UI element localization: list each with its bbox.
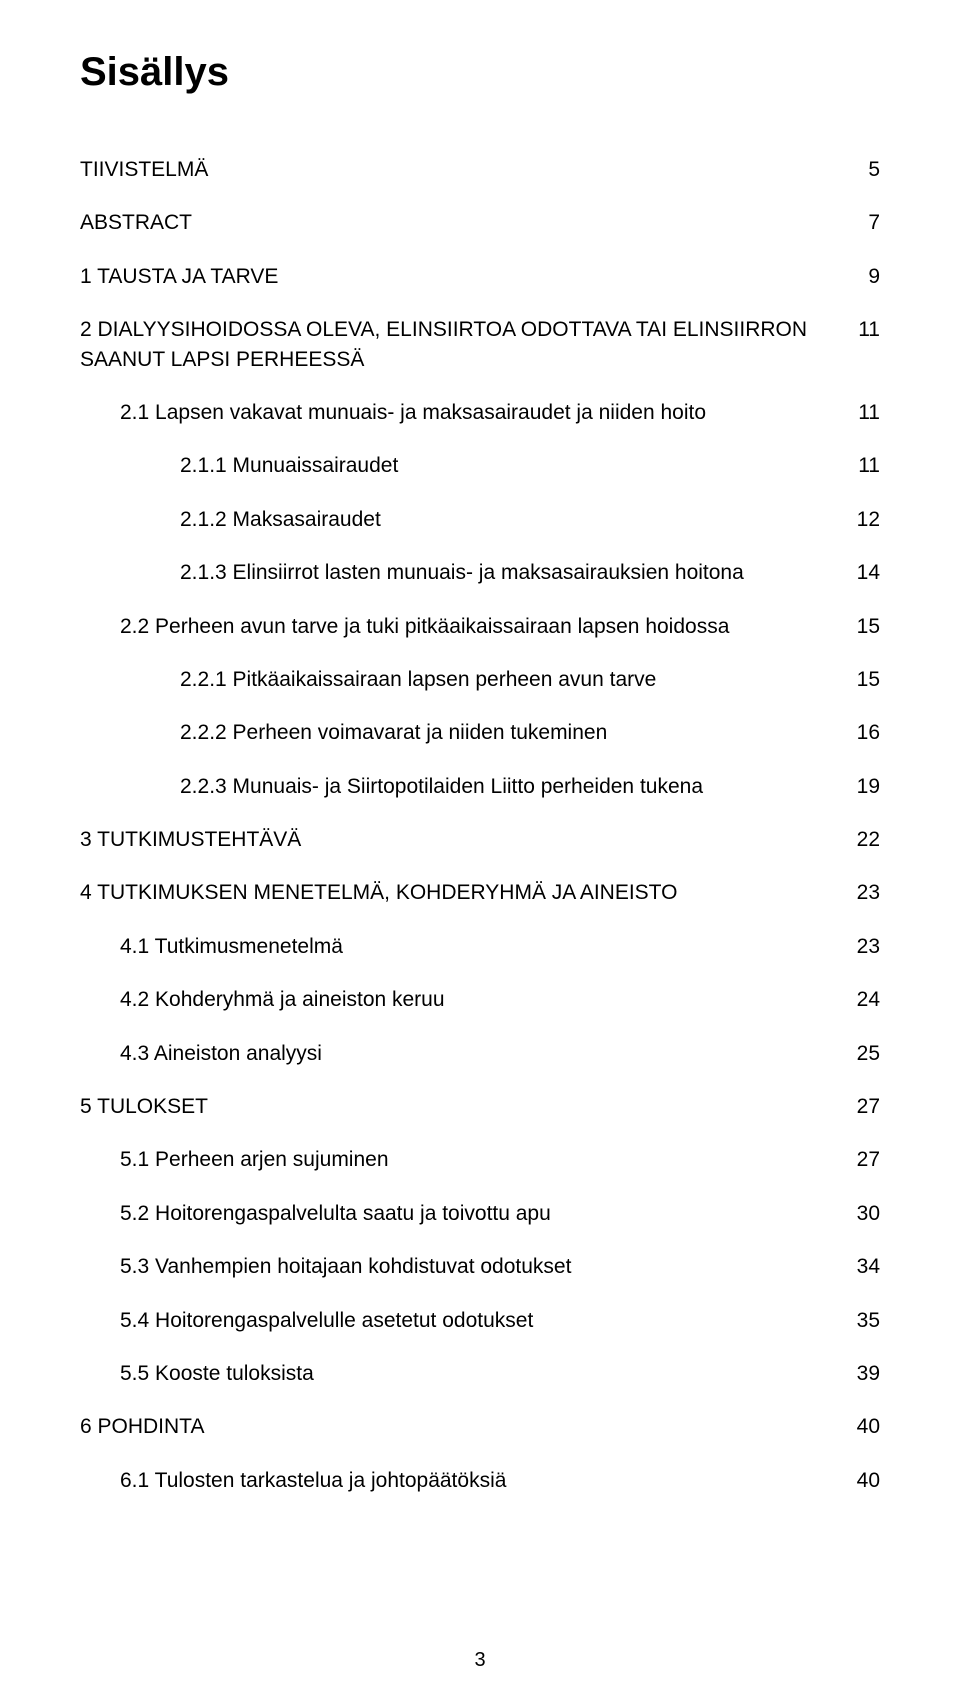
toc-entry-text: 4.1 Tutkimusmenetelmä bbox=[120, 932, 850, 961]
toc-entry-text: 2.1 Lapsen vakavat munuais- ja maksasair… bbox=[120, 398, 850, 427]
toc-entry-text: 5.3 Vanhempien hoitajaan kohdistuvat odo… bbox=[120, 1252, 850, 1281]
document-page: Sisällys TIIVISTELMÄ5ABSTRACT71 TAUSTA J… bbox=[0, 0, 960, 1702]
toc-entry-page: 15 bbox=[850, 612, 880, 641]
toc-entry-page: 23 bbox=[850, 878, 880, 907]
toc-entry-text: 2.1.1 Munuaissairaudet bbox=[180, 451, 850, 480]
toc-entry: 3 TUTKIMUSTEHTÄVÄ22 bbox=[80, 825, 880, 854]
toc-entry-page: 11 bbox=[850, 398, 880, 427]
toc-entry-page: 9 bbox=[850, 262, 880, 291]
toc-entry-text: 5.4 Hoitorengaspalvelulle asetetut odotu… bbox=[120, 1306, 850, 1335]
toc-entry: TIIVISTELMÄ5 bbox=[80, 155, 880, 184]
toc-entry-text: 6.1 Tulosten tarkastelua ja johtopäätöks… bbox=[120, 1466, 850, 1495]
toc-entry: 5 TULOKSET27 bbox=[80, 1092, 880, 1121]
toc-entry-page: 27 bbox=[850, 1092, 880, 1121]
toc-entry-page: 16 bbox=[850, 718, 880, 747]
toc-entry-page: 27 bbox=[850, 1145, 880, 1174]
toc-entry-page: 25 bbox=[850, 1039, 880, 1068]
toc-entry-text: TIIVISTELMÄ bbox=[80, 155, 850, 184]
toc-entry-page: 15 bbox=[850, 665, 880, 694]
toc-entry: 2.2 Perheen avun tarve ja tuki pitkäaika… bbox=[80, 612, 880, 641]
toc-entry-text: 2.1.2 Maksasairaudet bbox=[180, 505, 850, 534]
toc-entry-text: 2.2.3 Munuais- ja Siirtopotilaiden Liitt… bbox=[180, 772, 850, 801]
toc-entry-page: 11 bbox=[850, 451, 880, 480]
toc-entry-text: 3 TUTKIMUSTEHTÄVÄ bbox=[80, 825, 850, 854]
toc-entry: 2.2.1 Pitkäaikaissairaan lapsen perheen … bbox=[80, 665, 880, 694]
toc-title: Sisällys bbox=[80, 50, 880, 95]
toc-entry-text: 5.1 Perheen arjen sujuminen bbox=[120, 1145, 850, 1174]
toc-entry-page: 35 bbox=[850, 1306, 880, 1335]
toc-entry-page: 39 bbox=[850, 1359, 880, 1388]
toc-entry-page: 5 bbox=[850, 155, 880, 184]
toc-entry: 2.1 Lapsen vakavat munuais- ja maksasair… bbox=[80, 398, 880, 427]
toc-entry-page: 30 bbox=[850, 1199, 880, 1228]
toc-entry: 2 DIALYYSIHOIDOSSA OLEVA, ELINSIIRTOA OD… bbox=[80, 315, 880, 374]
toc-entry: 2.1.2 Maksasairaudet12 bbox=[80, 505, 880, 534]
toc-entry-text: 2.1.3 Elinsiirrot lasten munuais- ja mak… bbox=[180, 558, 850, 587]
toc-entry: 2.2.2 Perheen voimavarat ja niiden tukem… bbox=[80, 718, 880, 747]
toc-entry: 5.4 Hoitorengaspalvelulle asetetut odotu… bbox=[80, 1306, 880, 1335]
toc-entry: 4.1 Tutkimusmenetelmä23 bbox=[80, 932, 880, 961]
toc-entry-text: 5 TULOKSET bbox=[80, 1092, 850, 1121]
toc-entry-page: 34 bbox=[850, 1252, 880, 1281]
toc-entry-page: 7 bbox=[850, 208, 880, 237]
toc-entry: 5.1 Perheen arjen sujuminen27 bbox=[80, 1145, 880, 1174]
toc-entry-page: 40 bbox=[850, 1466, 880, 1495]
toc-list: TIIVISTELMÄ5ABSTRACT71 TAUSTA JA TARVE92… bbox=[80, 155, 880, 1495]
toc-entry-text: ABSTRACT bbox=[80, 208, 850, 237]
toc-entry-text: 2.2.2 Perheen voimavarat ja niiden tukem… bbox=[180, 718, 850, 747]
toc-entry: 4 TUTKIMUKSEN MENETELMÄ, KOHDERYHMÄ JA A… bbox=[80, 878, 880, 907]
toc-entry-page: 14 bbox=[850, 558, 880, 587]
toc-entry: ABSTRACT7 bbox=[80, 208, 880, 237]
toc-entry-page: 12 bbox=[850, 505, 880, 534]
toc-entry: 6 POHDINTA40 bbox=[80, 1412, 880, 1441]
toc-entry: 2.1.3 Elinsiirrot lasten munuais- ja mak… bbox=[80, 558, 880, 587]
toc-entry-text: 2 DIALYYSIHOIDOSSA OLEVA, ELINSIIRTOA OD… bbox=[80, 315, 850, 374]
toc-entry: 2.2.3 Munuais- ja Siirtopotilaiden Liitt… bbox=[80, 772, 880, 801]
toc-entry-page: 23 bbox=[850, 932, 880, 961]
toc-entry-text: 4.2 Kohderyhmä ja aineiston keruu bbox=[120, 985, 850, 1014]
toc-entry: 5.2 Hoitorengaspalvelulta saatu ja toivo… bbox=[80, 1199, 880, 1228]
toc-entry: 5.3 Vanhempien hoitajaan kohdistuvat odo… bbox=[80, 1252, 880, 1281]
toc-entry-page: 11 bbox=[850, 315, 880, 344]
toc-entry-page: 19 bbox=[850, 772, 880, 801]
toc-entry: 4.2 Kohderyhmä ja aineiston keruu24 bbox=[80, 985, 880, 1014]
toc-entry: 1 TAUSTA JA TARVE9 bbox=[80, 262, 880, 291]
toc-entry-page: 22 bbox=[850, 825, 880, 854]
toc-entry: 6.1 Tulosten tarkastelua ja johtopäätöks… bbox=[80, 1466, 880, 1495]
toc-entry-text: 5.2 Hoitorengaspalvelulta saatu ja toivo… bbox=[120, 1199, 850, 1228]
toc-entry-text: 2.2 Perheen avun tarve ja tuki pitkäaika… bbox=[120, 612, 850, 641]
toc-entry: 2.1.1 Munuaissairaudet11 bbox=[80, 451, 880, 480]
toc-entry-page: 24 bbox=[850, 985, 880, 1014]
toc-entry-text: 4 TUTKIMUKSEN MENETELMÄ, KOHDERYHMÄ JA A… bbox=[80, 878, 850, 907]
toc-entry-text: 5.5 Kooste tuloksista bbox=[120, 1359, 850, 1388]
page-number: 3 bbox=[0, 1649, 960, 1672]
toc-entry-text: 6 POHDINTA bbox=[80, 1412, 850, 1441]
toc-entry: 5.5 Kooste tuloksista39 bbox=[80, 1359, 880, 1388]
toc-entry-text: 1 TAUSTA JA TARVE bbox=[80, 262, 850, 291]
toc-entry: 4.3 Aineiston analyysi25 bbox=[80, 1039, 880, 1068]
toc-entry-text: 4.3 Aineiston analyysi bbox=[120, 1039, 850, 1068]
toc-entry-page: 40 bbox=[850, 1412, 880, 1441]
toc-entry-text: 2.2.1 Pitkäaikaissairaan lapsen perheen … bbox=[180, 665, 850, 694]
